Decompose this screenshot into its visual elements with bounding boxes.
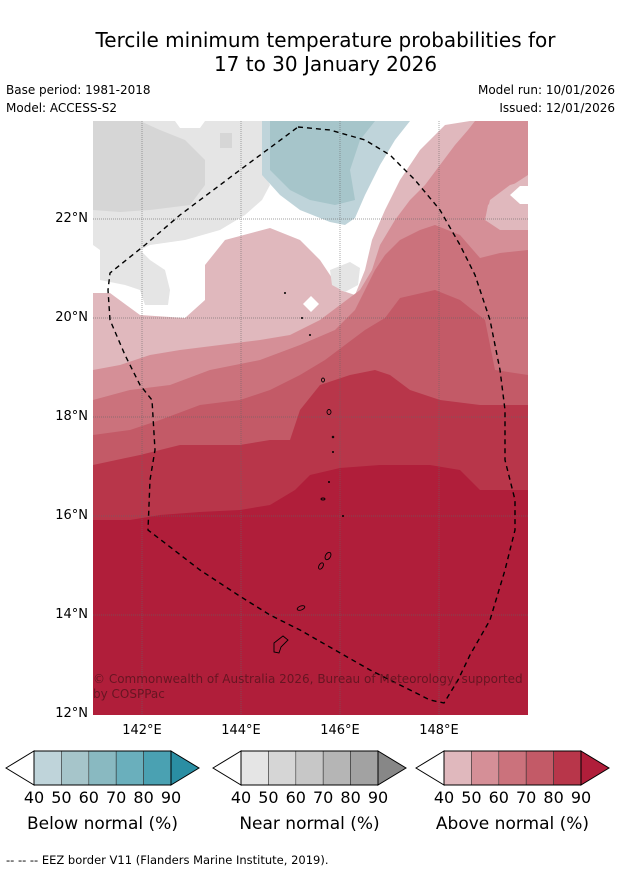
near-50-region (93, 121, 205, 212)
above-normal-caption: Above normal (%) (435, 814, 590, 834)
model-run: Model run: 10/01/2026 (477, 83, 615, 97)
colorbar-bin (268, 750, 297, 786)
model-name: Model: ACCESS-S2 (6, 101, 118, 115)
colorbar-tick-label: 90 (367, 788, 389, 807)
colorbar-bin (498, 750, 527, 786)
colorbar-tick-label: 50 (51, 788, 72, 807)
colorbar-tick-label: 70 (313, 788, 334, 807)
meta-left: Base period: 1981-2018 Model: ACCESS-S2 (6, 81, 151, 117)
colorbar-bin (443, 750, 472, 786)
below-50-region (270, 121, 375, 205)
above-normal-colorbar (415, 750, 610, 786)
colorbar-under-arrow (5, 750, 35, 786)
above-40-patch (485, 175, 528, 228)
colorbar-tick-label: 60 (285, 788, 306, 807)
lon-label-146: 146°E (320, 723, 360, 738)
colorbar-bin (295, 750, 324, 786)
colorbar-tick-label: 90 (160, 788, 182, 807)
colorbar-bin (88, 750, 117, 786)
lat-label-12: 12°N (55, 706, 88, 721)
colorbar-tick-label: 70 (516, 788, 537, 807)
eez-footnote: -- -- -- EEZ border V11 (Flanders Marine… (6, 853, 329, 867)
colorbar-over-arrow (580, 750, 610, 786)
colorbar-tick-label: 70 (106, 788, 127, 807)
colorbar-bin (471, 750, 500, 786)
colorbar-bin (240, 750, 269, 786)
title-line-2: 17 to 30 January 2026 (213, 52, 438, 76)
lon-label-144: 144°E (221, 723, 261, 738)
below-normal-caption: Below normal (%) (27, 814, 178, 834)
colorbar-bin (350, 750, 379, 786)
near-40-patch (330, 262, 360, 292)
colorbar-tick-label: 50 (461, 788, 482, 807)
above-90-region (93, 465, 528, 715)
islands (273, 291, 345, 654)
colorbar-tick-label: 40 (230, 788, 252, 807)
colorbar-bin (553, 750, 582, 786)
colorbar-tick-label: 90 (570, 788, 592, 807)
colorbar-tick-label: 80 (133, 788, 154, 807)
colorbar-under-arrow (212, 750, 242, 786)
lat-label-22: 22°N (55, 211, 88, 226)
colorbar-tick-label: 60 (488, 788, 509, 807)
gridlines (93, 121, 528, 715)
colorbar-tick-label: 80 (543, 788, 564, 807)
lat-label-18: 18°N (55, 409, 88, 424)
issued-date: Issued: 12/01/2026 (499, 101, 615, 115)
lat-label-16: 16°N (55, 508, 88, 523)
colorbar-frame (443, 750, 582, 786)
title-line-1: Tercile minimum temperature probabilitie… (95, 28, 556, 52)
colorbar-tick-label: 60 (78, 788, 99, 807)
colorbar-over-arrow (170, 750, 200, 786)
eez-border (107, 126, 516, 704)
near-normal-colorbar (212, 750, 407, 786)
meta-right: Model run: 10/01/2026 Issued: 12/01/2026 (478, 81, 615, 117)
colorbar-over-arrow (377, 750, 407, 786)
lon-label-148: 148°E (419, 723, 459, 738)
colorbar-bin (525, 750, 554, 786)
near-normal-caption: Near normal (%) (239, 814, 380, 834)
colorbar-tick-label: 80 (340, 788, 361, 807)
lat-label-14: 14°N (55, 607, 88, 622)
colorbar-under-arrow (415, 750, 445, 786)
lon-label-142: 142°E (122, 723, 162, 738)
colorbar-frame (240, 750, 379, 786)
copyright-notice: © Commonwealth of Australia 2026, Bureau… (93, 672, 523, 701)
white-diamond (303, 296, 319, 312)
below-normal-colorbar (5, 750, 200, 786)
colorbar-bin (33, 750, 62, 786)
colorbar-tick-label: 50 (258, 788, 279, 807)
colorbar-bin (322, 750, 351, 786)
colorbar-tick-label: 40 (23, 788, 45, 807)
chart-title: Tercile minimum temperature probabilitie… (0, 28, 621, 76)
probability-map (93, 121, 528, 715)
colorbar-frame (33, 750, 172, 786)
white-patch (510, 186, 528, 204)
base-period: Base period: 1981-2018 (6, 83, 151, 97)
colorbar-bin (61, 750, 90, 786)
colorbar-tick-label: 40 (433, 788, 455, 807)
near-50-patch (220, 133, 232, 148)
lat-label-20: 20°N (55, 310, 88, 325)
colorbar-bin (143, 750, 172, 786)
colorbar-bin (115, 750, 144, 786)
